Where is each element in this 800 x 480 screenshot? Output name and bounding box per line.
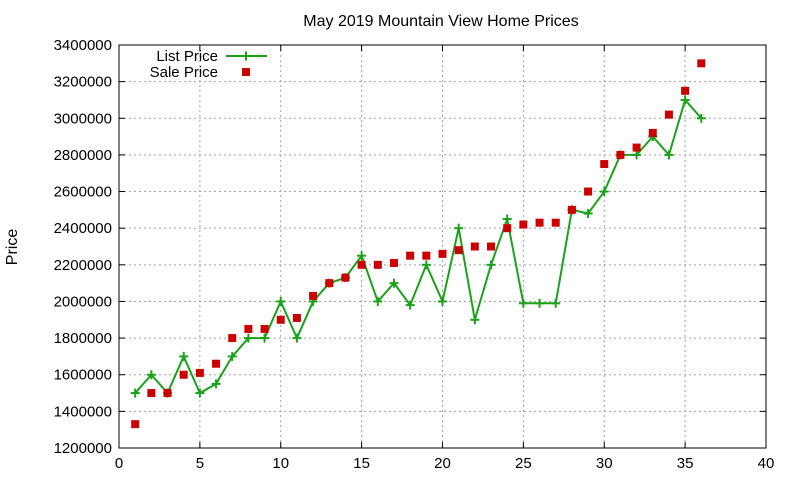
list-price-point	[502, 214, 512, 224]
sale-price-point	[341, 273, 350, 282]
sale-price-point	[309, 291, 318, 300]
list-price-point	[680, 95, 690, 105]
y-tick-label: 3400000	[54, 37, 112, 54]
x-tick-label: 35	[677, 455, 694, 472]
list-price-point	[243, 333, 253, 343]
sale-price-point	[212, 359, 221, 368]
sale-price-point	[389, 258, 398, 267]
list-price-point	[179, 351, 189, 361]
sale-price-point	[438, 249, 447, 258]
list-price-point	[389, 278, 399, 288]
list-price-point	[664, 150, 674, 160]
y-tick-label: 1400000	[54, 403, 112, 420]
sale-price-point	[179, 370, 188, 379]
list-price-line	[134, 97, 703, 395]
sale-price-point	[600, 160, 609, 169]
list-price-point	[260, 333, 270, 343]
x-tick-label: 25	[515, 455, 532, 472]
list-price-point	[535, 298, 545, 308]
list-price-point	[130, 388, 140, 398]
y-tick-label: 2000000	[54, 293, 112, 310]
sale-price-point	[357, 260, 366, 269]
sale-price-point	[244, 324, 253, 333]
sale-price-point	[681, 86, 690, 95]
legend-label-list-price: List Price	[156, 48, 218, 65]
list-price-point	[195, 388, 205, 398]
y-tick-label: 3000000	[54, 110, 112, 127]
sale-price-point	[163, 389, 172, 398]
y-tick-label: 1800000	[54, 330, 112, 347]
grid-lines	[119, 45, 766, 448]
chart-title: May 2019 Mountain View Home Prices	[303, 13, 578, 30]
sale-price-point	[260, 324, 269, 333]
legend-marker-sale-price	[242, 68, 250, 76]
sale-price-point	[519, 220, 528, 229]
y-tick-label: 2200000	[54, 257, 112, 274]
x-tick-label: 15	[353, 455, 370, 472]
legend-label-sale-price: Sale Price	[150, 64, 218, 81]
y-axis-label: Price	[4, 229, 21, 266]
list-price-point	[632, 150, 642, 160]
axes: 0 5 10 15 20 25 30 35 40 1200000 1400000 1600000 180…	[54, 37, 775, 472]
list-price-point	[486, 260, 496, 270]
sale-price-point	[228, 334, 237, 343]
list-price-point	[357, 251, 367, 261]
y-tick-label: 3200000	[54, 74, 112, 91]
sale-price-point	[632, 143, 641, 152]
y-tick-label: 2400000	[54, 220, 112, 237]
y-tick-label: 2600000	[54, 184, 112, 201]
list-price-point	[599, 187, 609, 197]
y-tick-label: 1600000	[54, 367, 112, 384]
sale-price-point	[292, 313, 301, 322]
list-price-point	[454, 223, 464, 233]
sale-price-point	[551, 218, 560, 227]
list-price-point	[696, 113, 706, 123]
plot-series	[130, 59, 706, 429]
sale-price-point	[648, 128, 657, 137]
list-price-point	[276, 296, 286, 306]
sale-price-point	[406, 251, 415, 260]
list-price-point	[551, 298, 561, 308]
list-price-point	[438, 296, 447, 306]
sale-price-point	[422, 251, 431, 260]
sale-price-point	[567, 205, 576, 214]
y-tick-label: 1200000	[54, 440, 112, 457]
list-price-point	[292, 333, 302, 343]
sale-price-point	[470, 242, 479, 251]
legend-marker-list-price	[241, 51, 251, 61]
x-tick-label: 20	[434, 455, 451, 472]
list-price-point	[470, 315, 480, 325]
sale-price-point	[373, 260, 382, 269]
list-price-point	[405, 300, 415, 310]
x-tick-label: 40	[758, 455, 775, 472]
sale-price-point	[131, 420, 140, 429]
list-price-point	[373, 296, 383, 306]
x-tick-label: 10	[272, 455, 289, 472]
x-tick-label: 30	[596, 455, 613, 472]
sale-price-point	[325, 279, 334, 288]
sale-price-point	[276, 315, 285, 324]
sale-price-point	[147, 389, 156, 398]
list-price-point	[211, 379, 221, 389]
list-price-point	[146, 370, 156, 380]
sale-price-point	[454, 246, 463, 255]
x-tick-label: 0	[115, 455, 123, 472]
sale-price-point	[664, 110, 673, 119]
sale-price-point	[487, 242, 496, 251]
x-tick-label: 5	[196, 455, 204, 472]
list-price-point	[421, 260, 431, 270]
list-price-point	[583, 209, 593, 219]
list-price-point	[518, 298, 528, 308]
sale-price-point	[503, 224, 512, 233]
sale-price-point	[697, 59, 706, 68]
sale-price-point	[616, 150, 625, 159]
sale-price-point	[584, 187, 593, 196]
sale-price-point	[535, 218, 544, 227]
sale-price-point	[195, 368, 204, 377]
list-price-point	[227, 351, 237, 361]
y-tick-label: 2800000	[54, 147, 112, 164]
